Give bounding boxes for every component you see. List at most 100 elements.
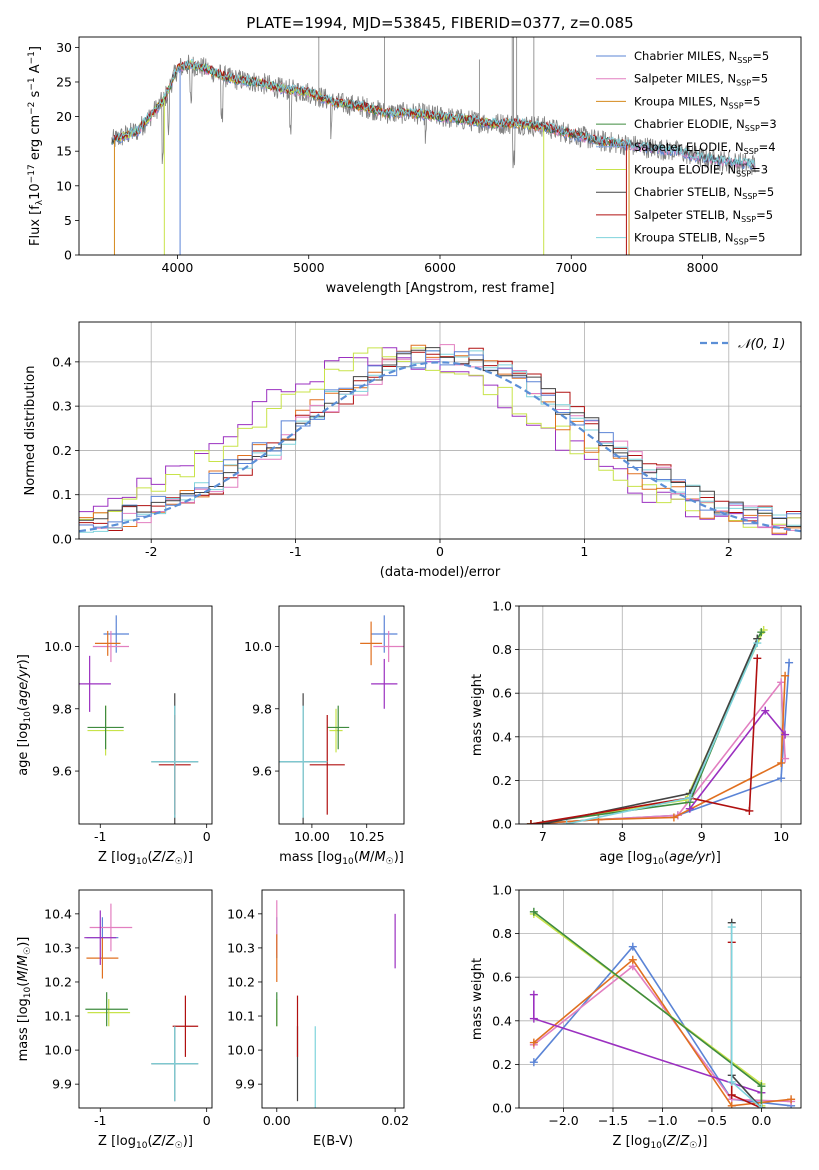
x-tick-label: 10.00 [294,829,330,844]
x-axis-label: age [log10(age/yr)] [599,850,721,867]
weight-series-line [533,913,763,1106]
axes-frame [78,36,802,256]
weight-series-line [532,994,762,1094]
y-tick-label: 10.2 [227,974,255,989]
y-tick-label: 9.9 [235,1077,255,1092]
y-axis-label: mass weight [470,674,485,756]
gaussian-curve [79,361,801,533]
legend-label: Salpeter MILES, NSSP=5 [634,72,768,88]
histogram-panel: -2 -1 0 1 2 0.0 0.1 0.2 0.3 0.4 (data-model)/error… [23,321,802,580]
histogram-step-line [79,347,801,527]
legend-label: Chabrier MILES, NSSP=5 [634,49,769,65]
x-tick-label: 0.00 [263,1113,291,1128]
x-axis-label: wavelength [Angstrom, rest frame] [326,281,555,296]
axes-frame [261,889,405,1109]
error-bars [276,900,396,1108]
mass-vs-EBV-panel: 0.00 0.02 9.9 10.0 10.1 10.2 10.3 10.4 E(B-V) [227,889,409,1149]
y-tick-label: 9.6 [52,764,72,779]
weight-lines [526,625,794,824]
legend-label: Kroupa STELIB, NSSP=5 [634,231,765,247]
y-tick-label: 0.4 [492,1013,512,1028]
x-tick-label: 1 [580,544,588,559]
axes-frame [78,889,213,1109]
x-tick-label: 7000 [555,260,587,275]
x-tick-label: 8 [618,829,626,844]
y-tick-label: 0.2 [492,1057,512,1072]
y-tick-label: 9.8 [52,701,72,716]
y-tick-label: 0.1 [52,487,72,502]
y-tick-label: 15 [56,144,72,159]
x-tick-label: 7 [539,829,547,844]
x-axis-label: Z [log10(Z/Z☉)] [98,1134,193,1151]
y-tick-label: 0.8 [492,642,512,657]
legend-label: Chabrier STELIB, NSSP=5 [634,185,774,201]
y-tick-label: 0.2 [52,443,72,458]
y-tick-label: 10.1 [44,1009,72,1024]
x-tick-label: 0.02 [381,1113,409,1128]
x-tick-label: 10 [773,829,789,844]
y-tick-label: 9.6 [252,764,272,779]
weight-lines [529,907,796,1108]
y-axis-label: mass [log10(M/M☉)] [16,937,33,1062]
y-axis-label: Normed distribution [23,366,38,496]
histogram-lines [79,344,801,536]
figure-title: PLATE=1994, MJD=53845, FIBERID=0377, z=0… [246,14,633,32]
y-tick-label: 0.0 [492,817,512,832]
spectrum-lines [111,37,756,255]
y-tick-label: 10.4 [44,906,72,921]
model-spectrum-line [111,59,755,169]
x-tick-label: −1.5 [598,1113,628,1128]
axes-frame [78,605,213,825]
mass-weight-vs-Z-panel: −2.0 −1.5 −1.0 −0.5 0.0 0.0 0.2 0.4 0.6 0.8 1.0 mas… [470,883,802,1151]
y-tick-label: 1.0 [492,599,512,614]
x-tick-label: 0 [203,1113,211,1128]
x-tick-label: -1 [94,1113,106,1128]
mass-vs-Z-panel: -1 0 9.9 10.0 10.1 10.2 10.3 10.4 Z [log10(Z/Z☉)… [16,889,213,1151]
y-tick-label: 0.4 [492,729,512,744]
x-tick-label: −2.0 [548,1113,578,1128]
weight-series-line [533,911,763,1108]
y-tick-label: 10.3 [227,940,255,955]
x-axis-label: Z [log10(Z/Z☉)] [613,1134,708,1151]
y-axis-label: Flux [fλ10−17 erg cm−2 s−1 A−1] [27,46,45,246]
x-axis-label: mass [log10(M/M☉)] [279,850,404,867]
error-bars [279,615,404,824]
x-tick-label: -1 [289,544,301,559]
x-tick-label: 6000 [424,260,456,275]
legend: Chabrier MILES, NSSP=5 Salpeter MILES, NS… [596,49,777,247]
y-tick-label: 0.6 [492,970,512,985]
y-tick-label: 0.2 [492,773,512,788]
y-tick-label: 5 [64,213,72,228]
x-tick-label: 8000 [687,260,719,275]
axes-frame [518,889,802,1109]
legend-label: Kroupa MILES, NSSP=5 [634,94,760,110]
x-tick-label: 10.25 [349,829,385,844]
axes-frame [518,605,802,825]
y-tick-label: 9.8 [252,701,272,716]
x-axis-label: Z [log10(Z/Z☉)] [98,850,193,867]
x-tick-label: 9 [698,829,706,844]
y-tick-label: 10.0 [227,1043,255,1058]
y-tick-label: 10.1 [227,1009,255,1024]
weight-series-line [530,629,765,824]
y-tick-label: 0.0 [492,1101,512,1116]
y-tick-label: 10.3 [44,940,72,955]
weight-series-line [542,638,759,824]
y-tick-label: 0 [64,248,72,263]
x-tick-label: 0 [436,544,444,559]
y-tick-label: 10.0 [244,639,272,654]
spectrum-panel: 4000 5000 6000 7000 8000 0 5 10 15 20 25 30 waveleng… [27,36,802,296]
y-tick-label: 10.2 [44,974,72,989]
weight-series-line [530,658,759,824]
x-tick-label: -2 [145,544,157,559]
weight-series-line [530,631,762,824]
y-tick-label: 25 [56,74,72,89]
x-tick-label: −1.0 [647,1113,677,1128]
legend-label: Salpeter ELODIE, NSSP=4 [634,140,776,156]
y-tick-label: 10 [56,178,72,193]
error-bars [84,903,199,1102]
mass-weight-vs-age-panel: 7 8 9 10 0.0 0.2 0.4 0.6 0.8 1.0 mass weight age [l… [470,599,802,867]
y-axis-label: mass weight [470,958,485,1040]
x-tick-label: 5000 [293,260,325,275]
age-vs-mass-panel: 10.00 10.25 9.6 9.8 10.0 mass [log10(M/M☉)] [244,605,405,867]
